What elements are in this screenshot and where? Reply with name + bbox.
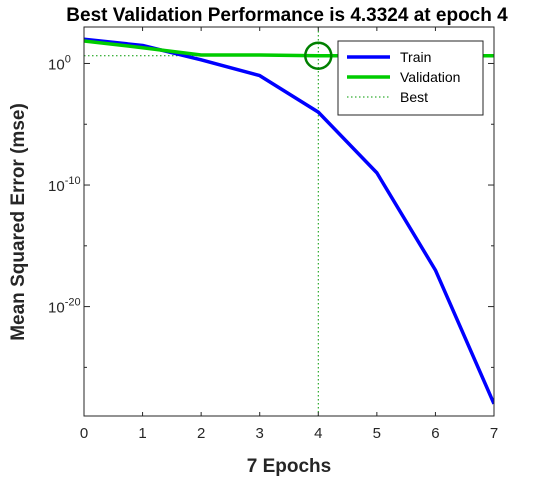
- legend-label-validation: Validation: [400, 69, 460, 85]
- chart-title: Best Validation Performance is 4.3324 at…: [66, 5, 508, 26]
- x-tick-label: 3: [256, 425, 264, 442]
- plot-area-frame: [83, 26, 495, 417]
- x-tick-label: 0: [80, 425, 88, 442]
- y-tick-label: 10-20: [48, 297, 81, 317]
- legend-label-best: Best: [400, 89, 428, 105]
- legend-label-train: Train: [400, 49, 431, 65]
- x-tick-label: 4: [314, 425, 322, 442]
- x-tick-label: 6: [431, 425, 439, 442]
- legend: Train Validation Best: [337, 40, 484, 116]
- y-axis-label: Mean Squared Error (mse): [8, 103, 29, 341]
- x-tick-label: 2: [197, 425, 205, 442]
- best-point-marker: [304, 41, 333, 70]
- x-tick-label: 5: [373, 425, 381, 442]
- x-axis-label: 7 Epochs: [247, 456, 331, 477]
- y-tick-label: 10-10: [48, 175, 81, 195]
- y-tick-label: 100: [48, 53, 71, 73]
- x-tick-label: 1: [138, 425, 146, 442]
- x-tick-label: 7: [490, 425, 498, 442]
